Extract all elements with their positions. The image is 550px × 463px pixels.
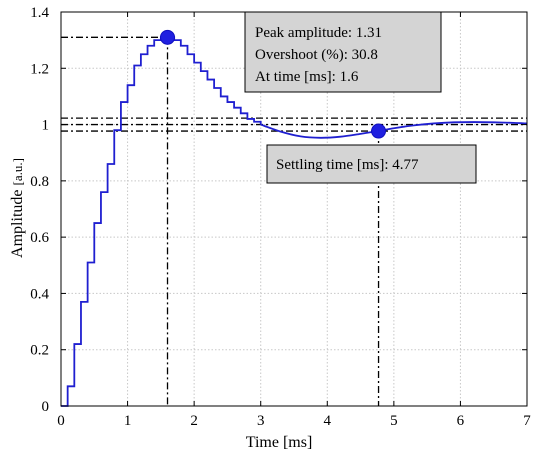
x-axis-label-text: Time xyxy=(246,434,279,451)
y-tick-label: 0.4 xyxy=(30,286,49,302)
y-tick-label: 1.4 xyxy=(30,5,49,21)
x-tick-label: 3 xyxy=(257,413,265,429)
x-tick-label: 4 xyxy=(324,413,332,429)
peak-marker xyxy=(160,29,176,45)
peak-annotation-line-1: Peak amplitude: 1.31 xyxy=(255,25,382,41)
axis-ticks: 0 1 2 3 4 5 6 7 0 0.2 0.4 0.6 0.8 1 1.2 1.4 xyxy=(30,5,531,429)
reference-lines xyxy=(61,36,527,406)
y-tick-label: 1 xyxy=(42,118,50,134)
response-series-1 xyxy=(260,121,528,139)
x-tick-label: 0 xyxy=(57,413,65,429)
response-series-0 xyxy=(61,36,262,407)
x-axis-label-unit: [ms] xyxy=(283,434,312,451)
settling-annotation-box: Settling time [ms]: 4.77 xyxy=(266,144,477,184)
y-tick-label: 0 xyxy=(42,399,50,415)
y-tick-label: 0.6 xyxy=(30,230,49,246)
y-axis-label: Amplitude [a.u.] xyxy=(9,158,26,258)
y-axis-label-text: Amplitude xyxy=(9,190,26,258)
peak-annotation-line-2: Overshoot (%): 30.8 xyxy=(255,47,378,63)
x-axis-label: Time [ms] xyxy=(246,434,313,451)
y-tick-label: 1.2 xyxy=(30,61,49,77)
x-tick-label: 6 xyxy=(457,413,465,429)
x-tick-label: 5 xyxy=(390,413,398,429)
markers xyxy=(160,29,387,139)
peak-annotation-box: Peak amplitude: 1.31 Overshoot (%): 30.8… xyxy=(244,11,442,93)
x-tick-label: 1 xyxy=(124,413,132,429)
x-tick-label: 7 xyxy=(523,413,531,429)
y-axis-label-unit: [a.u.] xyxy=(10,158,25,185)
response-curves xyxy=(61,36,528,407)
y-tick-label: 0.2 xyxy=(30,343,49,359)
y-tick-label: 0.8 xyxy=(30,174,49,190)
settling-annotation-text: Settling time [ms]: 4.77 xyxy=(276,157,419,173)
peak-annotation-line-3: At time [ms]: 1.6 xyxy=(255,69,359,85)
x-tick-label: 2 xyxy=(190,413,198,429)
settling-marker xyxy=(371,123,387,139)
